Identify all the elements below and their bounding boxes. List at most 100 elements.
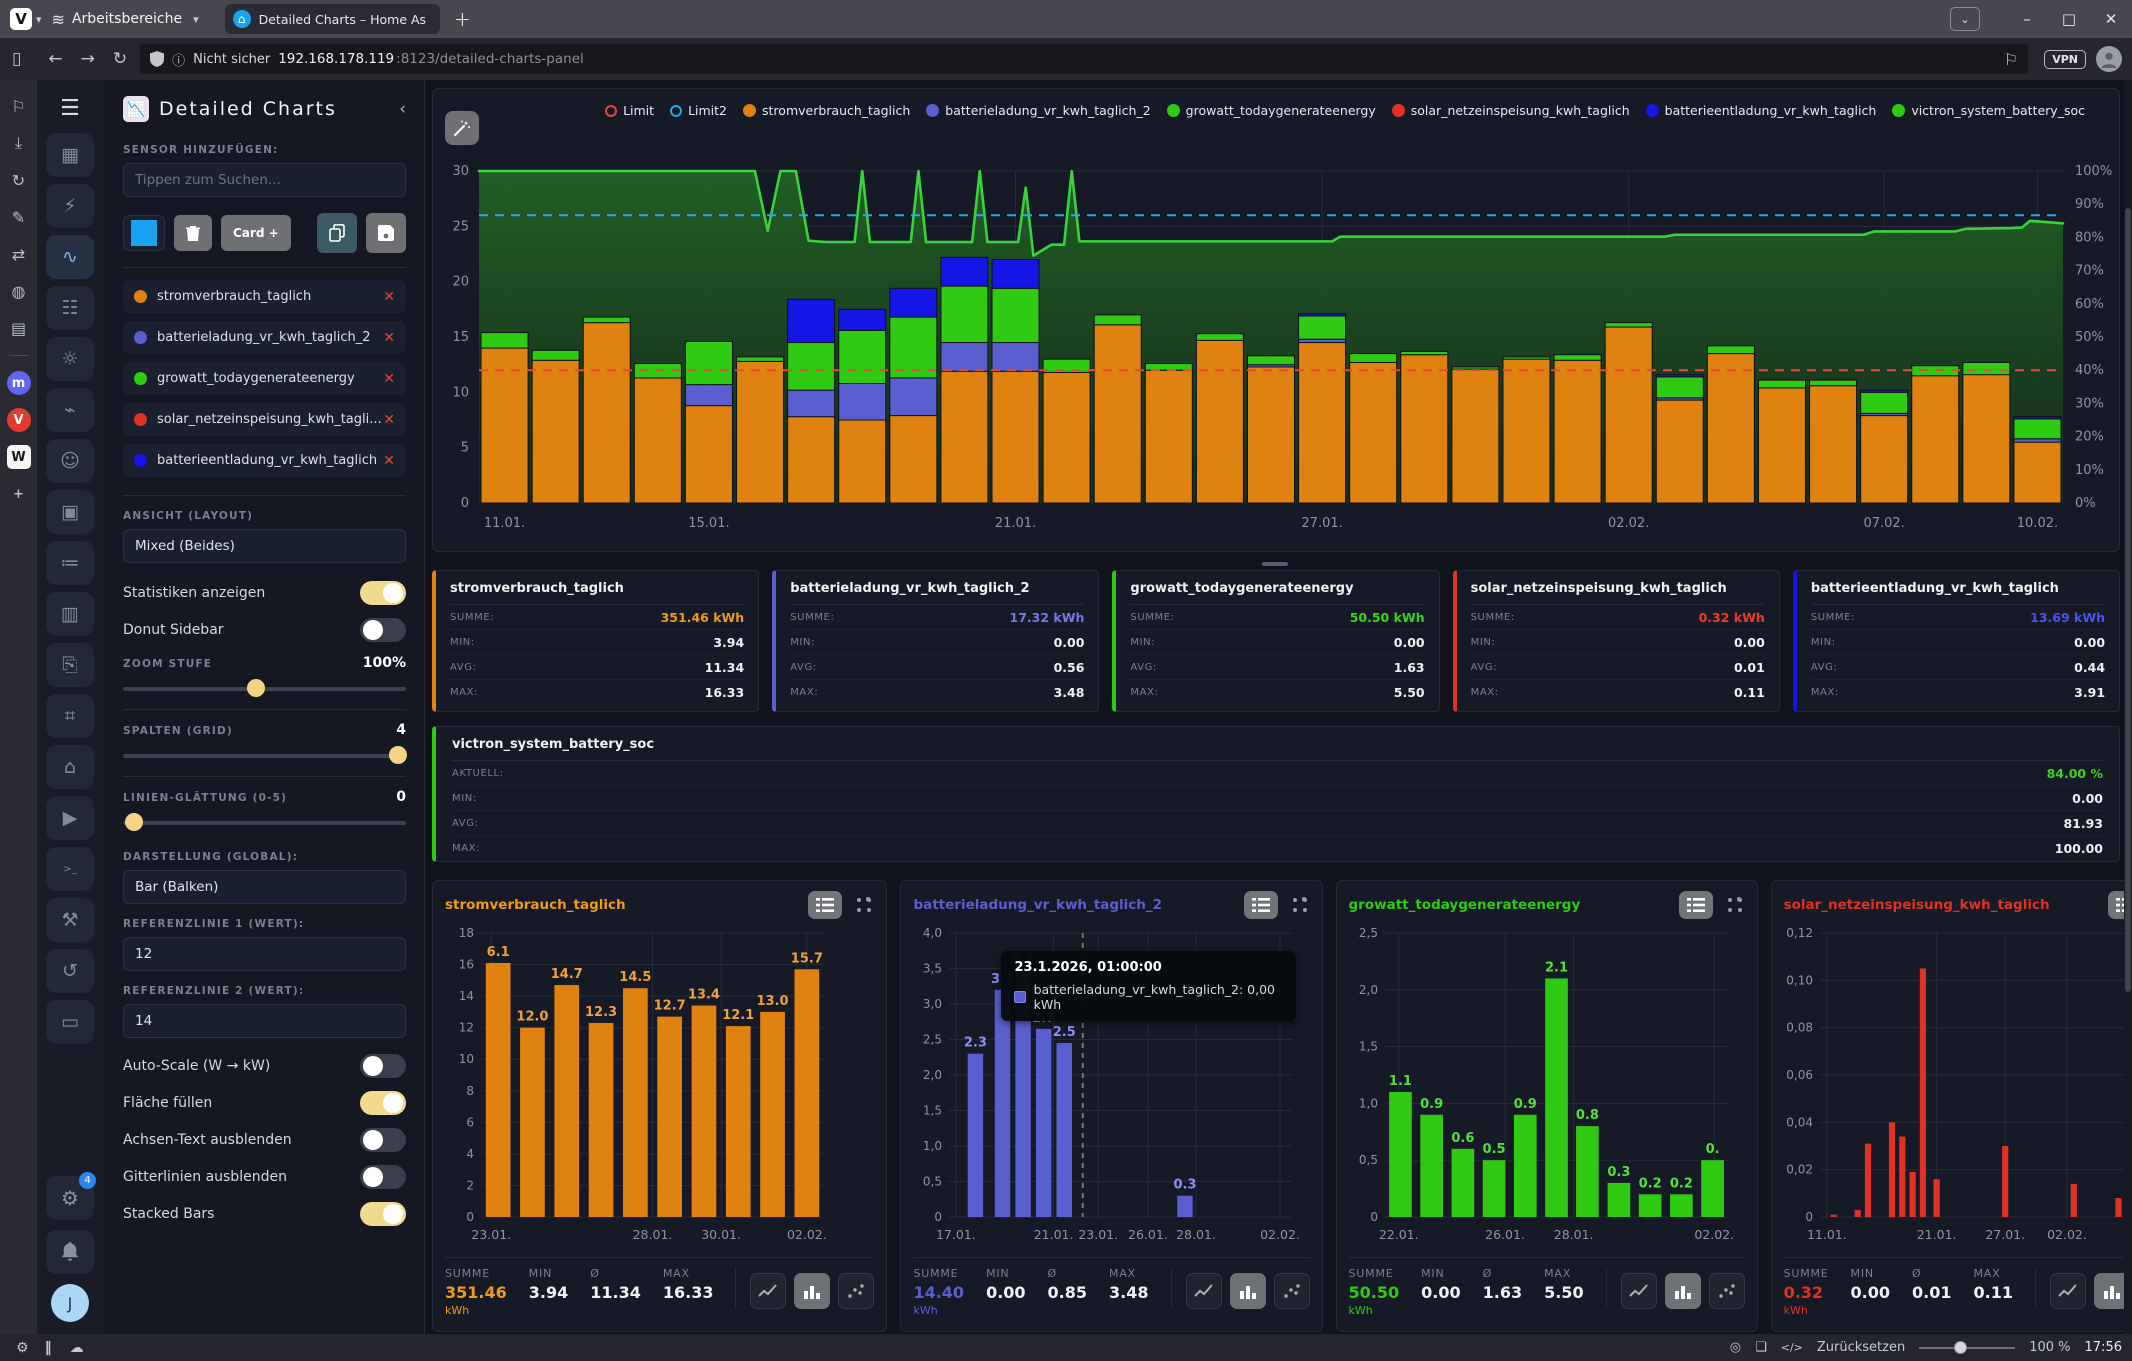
legend-list-button[interactable] xyxy=(1678,891,1713,919)
status-sync-cloud-icon[interactable]: ☁ xyxy=(69,1339,84,1356)
sidebar-item-calendar[interactable]: ▣ xyxy=(46,490,94,534)
legend-item[interactable]: Limit2 xyxy=(670,103,727,118)
panel-toggle-icon[interactable]: ▯ xyxy=(12,49,22,69)
translate-icon[interactable]: ⇄ xyxy=(11,244,26,264)
bookmark-icon[interactable]: ⚐ xyxy=(11,96,26,116)
capture-icon[interactable]: ◎ xyxy=(1729,1340,1742,1355)
browser-tab-active[interactable]: ⌂ Detailed Charts – Home As xyxy=(224,4,441,34)
delete-button[interactable] xyxy=(174,215,212,251)
global-style-select[interactable]: Bar (Balken) xyxy=(123,870,406,904)
bookmark-page-icon[interactable]: ⚐ xyxy=(2003,49,2019,69)
status-tasks-icon[interactable]: ‖ xyxy=(44,1339,54,1356)
sensor-chip[interactable]: batterieladung_vr_kwh_taglich_2 ✕ xyxy=(123,321,406,354)
grid-columns-slider[interactable] xyxy=(123,746,407,764)
zoom-reset-button[interactable]: Zurücksetzen xyxy=(1816,1340,1906,1355)
notifications-bell-icon[interactable] xyxy=(46,1230,94,1274)
mini-chart[interactable]: 0 0,02 0,04 0,06 0,08 0,10 0,12 11.01. 21.01. 27.… xyxy=(1784,919,2132,1249)
drag-handle-icon[interactable] xyxy=(1725,895,1745,915)
chart-resize-handle[interactable] xyxy=(1262,562,1288,566)
back-icon[interactable]: ← xyxy=(48,49,63,69)
donut-sidebar-toggle[interactable] xyxy=(360,618,406,642)
hide-axis-toggle[interactable] xyxy=(360,1128,406,1152)
sidebar-item-logbook[interactable]: ⎘ xyxy=(46,643,94,687)
legend-item[interactable]: Limit xyxy=(605,103,654,118)
browser-profile-avatar[interactable] xyxy=(2096,46,2122,72)
sensor-chip[interactable]: solar_netzeinspeisung_kwh_tagli... ✕ xyxy=(123,403,406,436)
user-avatar[interactable]: J xyxy=(51,1284,89,1322)
copy-button[interactable] xyxy=(317,213,357,253)
window-maximize-button[interactable]: □ xyxy=(2061,10,2077,28)
wikipedia-panel-icon[interactable]: W xyxy=(6,445,31,469)
add-card-button[interactable]: Card + xyxy=(221,215,291,251)
fill-area-toggle[interactable] xyxy=(360,1091,406,1115)
bar-chart-type-button[interactable] xyxy=(794,1273,831,1309)
sidebar-item-ev-charger[interactable]: ⌁ xyxy=(46,388,94,432)
hide-grid-toggle[interactable] xyxy=(360,1165,406,1189)
status-settings-gear-icon[interactable]: ⚙ xyxy=(16,1339,29,1356)
window-minimize-button[interactable]: – xyxy=(2023,10,2031,28)
page-actions-icon[interactable]: </> xyxy=(1780,1341,1803,1354)
sidebar-item-terminal[interactable]: >_ xyxy=(46,847,94,891)
remove-sensor-icon[interactable]: ✕ xyxy=(383,288,395,305)
vpn-badge[interactable]: VPN xyxy=(2044,49,2086,69)
remove-sensor-icon[interactable]: ✕ xyxy=(383,411,395,428)
sidebar-item-todo[interactable]: ≔ xyxy=(46,541,94,585)
address-bar[interactable]: ⓘ Nicht sicher 192.168.178.119:8123/deta… xyxy=(140,44,2029,74)
sidebar-item-history[interactable]: ↺ xyxy=(46,949,94,993)
sidebar-item-window[interactable]: ▭ xyxy=(46,1000,94,1044)
legend-item[interactable]: growatt_todaygenerateenergy xyxy=(1166,103,1376,118)
collapse-panel-icon[interactable]: ‹ xyxy=(399,99,406,119)
vivaldi-menu-caret-icon[interactable]: ▾ xyxy=(36,12,42,26)
sidebar-item-energy[interactable]: ⚡ xyxy=(46,184,94,228)
drag-handle-icon[interactable] xyxy=(854,895,874,915)
workspace-switcher[interactable]: ≋ Arbeitsbereiche ▾ xyxy=(52,10,209,29)
legend-item[interactable]: batterieentladung_vr_kwh_taglich xyxy=(1645,103,1876,118)
legend-item[interactable]: batterieladung_vr_kwh_taglich_2 xyxy=(926,103,1151,118)
drag-handle-icon[interactable] xyxy=(1290,895,1310,915)
save-button[interactable] xyxy=(366,213,406,253)
zoom-level-slider[interactable] xyxy=(123,679,406,697)
legend-list-button[interactable] xyxy=(1243,891,1278,919)
sidebar-item-sun[interactable]: ☼ xyxy=(46,337,94,381)
line-smoothing-slider[interactable] xyxy=(123,813,406,831)
color-picker-button[interactable] xyxy=(123,215,165,251)
window-close-button[interactable]: ✕ xyxy=(2104,10,2118,28)
settings-gear-icon[interactable]: ⚙ 4 xyxy=(46,1172,96,1220)
mini-chart[interactable]: 1.1 0.9 0.6 0.5 0.9 2.1 0.8 0.3 0.2 0.2 0. 0 0,5 1,0 1… xyxy=(1349,919,1736,1249)
legend-item[interactable]: solar_netzeinspeisung_kwh_taglich xyxy=(1391,103,1630,118)
legend-item[interactable]: victron_system_battery_soc xyxy=(1892,103,2085,118)
info-icon[interactable]: ⓘ xyxy=(172,53,186,69)
scatter-chart-type-button[interactable] xyxy=(1708,1273,1745,1309)
sidebar-menu-icon[interactable]: ☰ xyxy=(60,95,80,121)
forward-icon[interactable]: → xyxy=(80,49,95,69)
sensor-chip[interactable]: batterieentladung_vr_kwh_taglich ✕ xyxy=(123,444,406,477)
layout-select[interactable]: Mixed (Beides) xyxy=(123,529,406,563)
sidebar-item-hacs[interactable]: ⌂ xyxy=(46,745,94,789)
line-chart-type-button[interactable] xyxy=(2050,1273,2086,1309)
new-tab-button[interactable]: + xyxy=(454,7,471,31)
notes-icon[interactable]: ✎ xyxy=(11,207,26,227)
bar-chart-type-button[interactable] xyxy=(1229,1273,1266,1309)
main-chart[interactable]: 0 5 10 15 20 25 30 0% 10% 20% 30% 40% 50% 60% 70% 80% 90… xyxy=(433,89,2121,551)
snapshot-icon[interactable]: ❏ xyxy=(1755,1340,1767,1355)
statistics-toggle[interactable] xyxy=(360,581,406,605)
sidebar-item-person[interactable]: ☺ xyxy=(46,439,94,483)
sensor-search-input[interactable] xyxy=(123,163,406,197)
ref-line-2-input[interactable] xyxy=(123,1004,406,1038)
ref-line-1-input[interactable] xyxy=(123,937,406,971)
bar-chart-type-button[interactable] xyxy=(1664,1273,1701,1309)
line-chart-type-button[interactable] xyxy=(1620,1273,1657,1309)
sensor-chip[interactable]: growatt_todaygenerateenergy ✕ xyxy=(123,362,406,395)
remove-sensor-icon[interactable]: ✕ xyxy=(383,370,395,387)
sidebar-item-media[interactable]: ▶ xyxy=(46,796,94,840)
sidebar-item-hardware[interactable]: ⌗ xyxy=(46,694,94,738)
page-scrollbar[interactable] xyxy=(2124,80,2132,1334)
sidebar-item-detailed-charts[interactable]: ∿ xyxy=(46,235,94,279)
scrollbar-thumb[interactable] xyxy=(2125,208,2131,992)
legend-list-button[interactable] xyxy=(808,891,843,919)
zoom-slider[interactable] xyxy=(1919,1340,2016,1355)
mastodon-panel-icon[interactable]: m xyxy=(6,371,31,395)
scatter-chart-type-button[interactable] xyxy=(1273,1273,1310,1309)
jar-icon[interactable]: ◍ xyxy=(11,281,26,301)
legend-item[interactable]: stromverbrauch_taglich xyxy=(743,103,910,118)
